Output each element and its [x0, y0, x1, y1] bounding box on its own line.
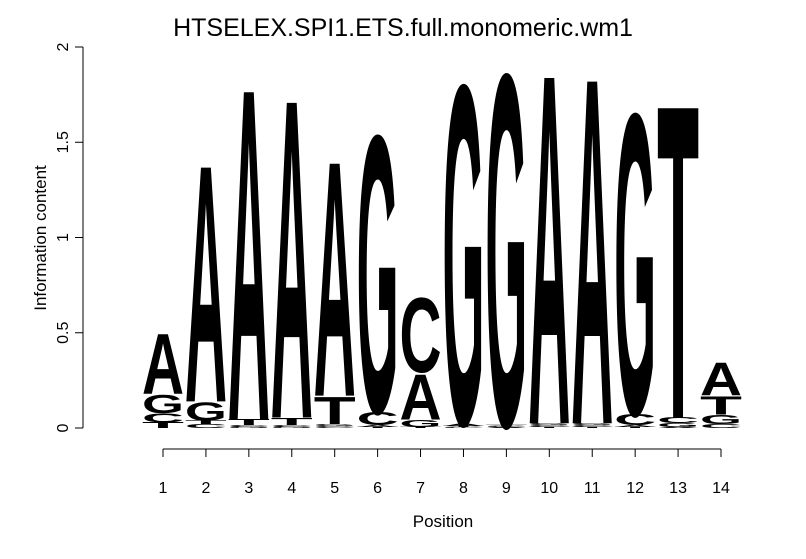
logo-letter: T — [185, 420, 227, 426]
logo-letter: G — [185, 397, 227, 426]
x-tick-label: 2 — [201, 480, 210, 497]
x-tick-label: 14 — [712, 480, 730, 497]
logo-letter: C — [571, 425, 613, 428]
logo-letter: T — [485, 425, 527, 426]
logo-letter: G — [400, 418, 442, 430]
x-tick-label: 3 — [244, 480, 253, 497]
x-tick-label: 10 — [540, 480, 558, 497]
logo-letter: G — [485, 0, 527, 533]
logo-letter: C — [314, 426, 356, 429]
logo-letter: G — [528, 423, 570, 426]
logo-letter: A — [700, 354, 742, 406]
logo-letter: C — [142, 411, 184, 426]
x-tick-label: 13 — [669, 480, 687, 497]
logo-letter: C — [700, 423, 742, 429]
logo-letter: T — [657, 12, 699, 514]
logo-letter: T — [228, 418, 270, 427]
logo-letter: C — [657, 416, 699, 425]
y-tick-label: 0.5 — [55, 322, 72, 344]
logo-letter: C — [442, 427, 484, 428]
logo-letter: C — [357, 409, 399, 429]
logo-letter: G — [271, 427, 313, 428]
logo-letter: T — [528, 427, 570, 428]
logo-letter: C — [271, 425, 313, 428]
logo-letter: T — [700, 392, 742, 421]
logo-letter: C — [400, 276, 442, 395]
x-tick-label: 5 — [330, 480, 339, 497]
logo-letter: A — [657, 427, 699, 428]
logo-letter: T — [271, 416, 313, 428]
logo-letter: G — [314, 424, 356, 427]
logo-letter: A — [614, 425, 656, 428]
logo-letter: G — [142, 389, 184, 418]
logo-letter: C — [614, 411, 656, 429]
logo-letter: G — [657, 422, 699, 428]
y-tick-label: 2 — [55, 42, 72, 51]
y-tick-label: 0 — [55, 423, 72, 432]
x-axis-label: Position — [413, 512, 473, 531]
logo-letter: G — [614, 25, 656, 506]
x-tick-label: 12 — [626, 480, 644, 497]
logo-letter: T — [400, 427, 442, 428]
logo-letter: A — [185, 93, 227, 474]
x-tick-label: 11 — [584, 480, 601, 497]
logo-letter: T — [442, 426, 484, 427]
x-tick-label: 6 — [373, 480, 382, 497]
logo-letter: T — [571, 427, 613, 428]
logo-letter: A — [528, 0, 570, 530]
logo-letter: A — [571, 0, 613, 529]
logo-letter: C — [528, 425, 570, 428]
logo-letter: A — [271, 5, 313, 516]
logo-letter: T — [614, 427, 656, 428]
logo-letter: A — [228, 0, 270, 520]
logo-letter: C — [228, 425, 270, 428]
logo-letter: C — [485, 426, 527, 427]
logo-letter: G — [442, 0, 484, 527]
logo-letter: A — [314, 92, 356, 468]
x-tick-label: 7 — [416, 480, 425, 497]
logo-letter: A — [357, 425, 399, 428]
logo-letter: T — [142, 421, 184, 430]
logo-letter: A — [442, 423, 484, 427]
logo-letter: G — [700, 413, 742, 428]
logo-letter: G — [357, 53, 399, 497]
x-tick-label: 9 — [502, 480, 511, 497]
x-tick-label: 8 — [459, 480, 468, 497]
y-tick-label: 1.5 — [55, 131, 72, 153]
logo-letter: C — [185, 423, 227, 429]
x-tick-label: 4 — [287, 480, 296, 497]
chart-title: HTSELEX.SPI1.ETS.full.monomeric.wm1 — [173, 14, 633, 42]
y-axis-label: Information content — [31, 165, 50, 311]
logo-letter: T — [357, 427, 399, 428]
logo-letter: G — [228, 427, 270, 428]
logo-letter: T — [314, 388, 356, 432]
logo-letter: A — [485, 427, 527, 428]
logo-letter: A — [142, 315, 184, 412]
logo-letter: G — [571, 423, 613, 426]
y-tick-label: 1 — [55, 233, 72, 242]
logo-letter: A — [400, 361, 442, 434]
x-tick-label: 1 — [159, 480, 168, 497]
